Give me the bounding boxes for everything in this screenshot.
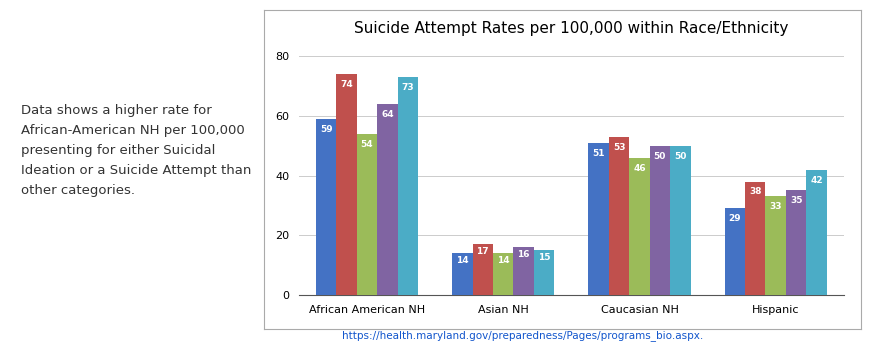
Bar	[336, 74, 356, 295]
Bar	[587, 143, 608, 295]
Text: 74: 74	[340, 80, 353, 89]
Text: 14: 14	[456, 256, 468, 265]
Bar	[723, 209, 745, 295]
Text: Data shows a higher rate for
African-American NH per 100,000
presenting for eith: Data shows a higher rate for African-Ame…	[21, 104, 251, 197]
Bar	[493, 253, 513, 295]
Bar	[745, 181, 765, 295]
Bar	[377, 104, 397, 295]
Text: 17: 17	[476, 247, 488, 256]
Bar	[356, 134, 377, 295]
Bar	[533, 250, 554, 295]
Bar	[629, 158, 649, 295]
Bar	[451, 253, 472, 295]
Text: 59: 59	[320, 125, 332, 134]
Text: 50: 50	[653, 152, 666, 161]
Text: 51: 51	[592, 149, 604, 158]
Bar	[649, 146, 669, 295]
Text: 38: 38	[748, 188, 760, 197]
Bar	[315, 119, 336, 295]
Bar	[608, 137, 629, 295]
Bar	[785, 190, 805, 295]
Text: 50: 50	[673, 152, 686, 161]
Bar	[765, 197, 785, 295]
Bar	[669, 146, 690, 295]
Bar	[472, 244, 493, 295]
Bar	[513, 247, 533, 295]
Text: 64: 64	[381, 110, 393, 119]
Text: 29: 29	[728, 214, 740, 223]
Text: 46: 46	[632, 164, 645, 173]
Bar	[397, 77, 418, 295]
Text: https://health.maryland.gov/preparedness/Pages/programs_bio.aspx.: https://health.maryland.gov/preparedness…	[342, 330, 702, 341]
Text: 33: 33	[768, 202, 781, 211]
Text: 42: 42	[810, 176, 822, 185]
Text: 53: 53	[612, 143, 624, 152]
Text: 54: 54	[360, 140, 373, 149]
Bar	[805, 169, 826, 295]
Text: 15: 15	[537, 253, 550, 262]
Text: 16: 16	[517, 250, 529, 259]
Title: Suicide Attempt Rates per 100,000 within Race/Ethnicity: Suicide Attempt Rates per 100,000 within…	[354, 21, 788, 36]
Text: 35: 35	[789, 197, 802, 205]
Text: 14: 14	[496, 256, 509, 265]
Text: 73: 73	[401, 83, 414, 92]
